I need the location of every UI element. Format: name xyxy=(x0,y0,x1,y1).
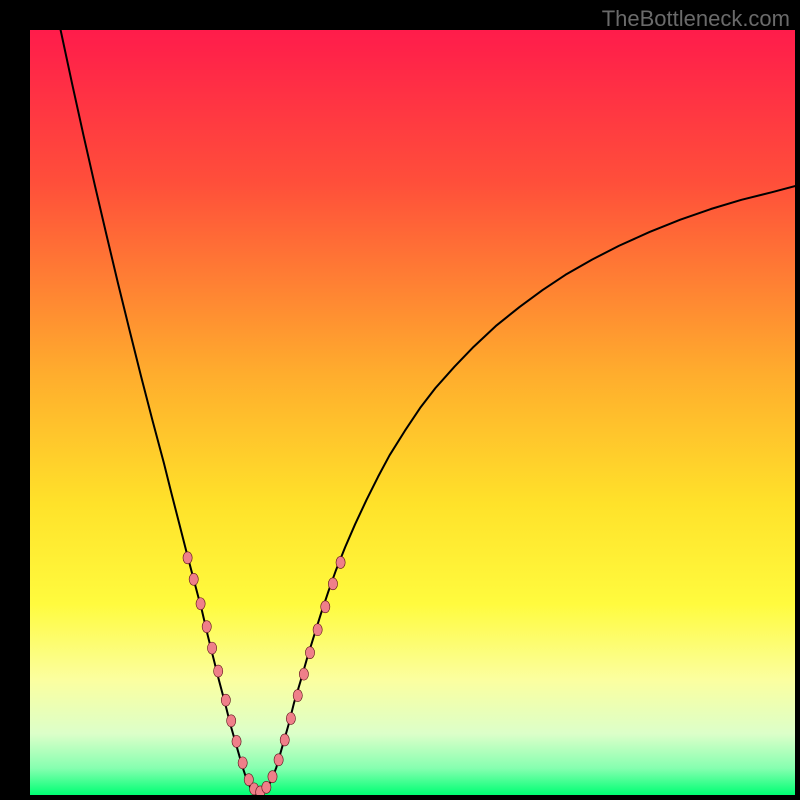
curve-marker xyxy=(299,668,308,680)
gradient-background xyxy=(30,30,795,795)
watermark-text: TheBottleneck.com xyxy=(602,6,790,32)
curve-marker xyxy=(227,715,236,727)
curve-marker xyxy=(221,694,230,706)
bottleneck-chart-svg xyxy=(30,30,795,795)
curve-marker xyxy=(313,624,322,636)
curve-marker xyxy=(202,621,211,633)
curve-marker xyxy=(293,690,302,702)
curve-marker xyxy=(238,757,247,769)
curve-marker xyxy=(286,713,295,725)
curve-marker xyxy=(280,734,289,746)
curve-marker xyxy=(321,601,330,613)
curve-marker xyxy=(268,771,277,783)
curve-marker xyxy=(189,573,198,585)
chart-plot-area xyxy=(30,30,795,795)
curve-marker xyxy=(232,735,241,747)
curve-marker xyxy=(207,642,216,654)
curve-marker xyxy=(328,578,337,590)
curve-marker xyxy=(196,598,205,610)
curve-marker xyxy=(336,556,345,568)
curve-marker xyxy=(274,754,283,766)
curve-marker xyxy=(183,552,192,564)
curve-marker xyxy=(305,647,314,659)
curve-marker xyxy=(214,665,223,677)
curve-marker xyxy=(262,781,271,793)
